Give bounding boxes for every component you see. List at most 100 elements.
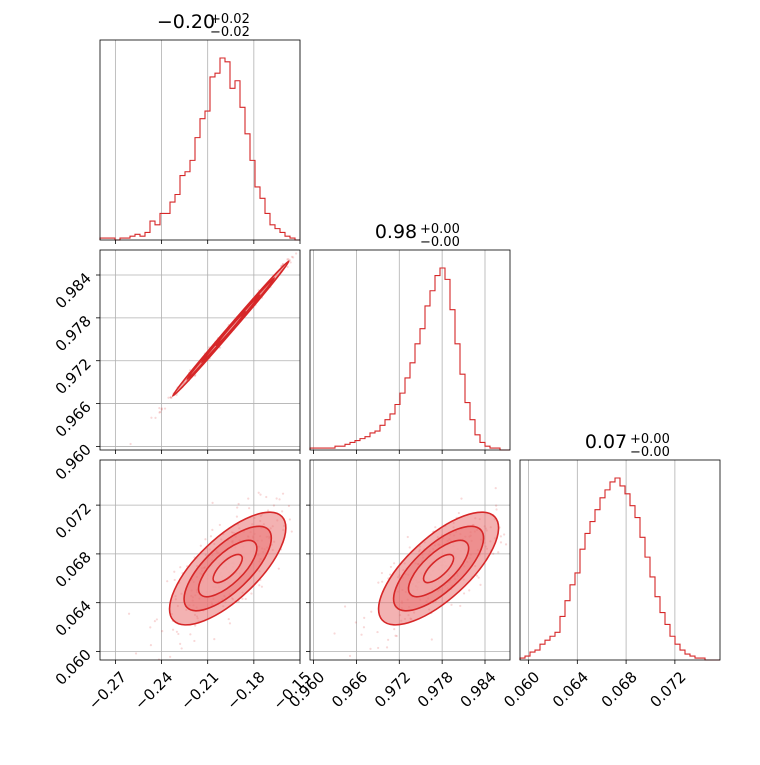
scatter-point (179, 566, 182, 569)
scatter-point (406, 535, 409, 539)
title-param-1: 0.98 (375, 221, 417, 243)
x-tick-label: −0.21 (177, 668, 222, 713)
scatter-point (191, 671, 193, 673)
scatter-point (167, 396, 170, 399)
scatter-point (499, 535, 502, 538)
title-minus-1: −0.00 (420, 235, 460, 250)
panel-frame-diag-2 (519, 459, 721, 661)
y-tick-label: 0.984 (52, 269, 95, 312)
x-tick-label: 0.966 (328, 668, 371, 711)
scatter-point (393, 628, 396, 631)
scatter-point (475, 574, 479, 577)
scatter-point (179, 642, 182, 646)
scatter-point (290, 530, 293, 533)
scatter-point (550, 473, 552, 475)
scatter-point (213, 638, 216, 641)
scatter-point (170, 396, 173, 399)
scatter-point (302, 242, 304, 244)
x-tick-label: −0.18 (223, 668, 268, 713)
scatter-point (295, 252, 298, 255)
scatter-point (194, 624, 197, 627)
x-tick-label: 0.984 (457, 668, 500, 711)
scatter-point (173, 578, 176, 582)
y-tick-label: 0.972 (52, 355, 95, 398)
scatter-point (166, 580, 169, 583)
scatter-point (503, 533, 506, 536)
scatter-point (468, 589, 471, 592)
scatter-point (460, 497, 463, 500)
y-tick-label: 0.060 (52, 646, 95, 689)
scatter-point (292, 256, 295, 259)
scatter-point (324, 223, 326, 225)
scatter-point (278, 498, 281, 501)
scatter-point (180, 647, 183, 650)
scatter-point (129, 442, 132, 446)
scatter-point (499, 541, 503, 544)
scatter-point (163, 407, 167, 410)
x-tick-label: −0.27 (85, 668, 130, 713)
scatter-point (288, 518, 291, 521)
scatter-point (189, 633, 192, 636)
scatter-point (333, 632, 336, 635)
scatter-point (266, 509, 270, 512)
scatter-point (326, 217, 328, 219)
grid-lines (528, 460, 676, 660)
scatter-point (362, 626, 366, 629)
scatter-point (354, 621, 357, 624)
title-minus-2: −0.00 (630, 445, 670, 460)
y-tick-label: 0.978 (52, 312, 95, 355)
scatter-point (387, 638, 390, 641)
panel-frame-1 (99, 459, 301, 661)
scatter-point (209, 535, 213, 538)
scatter-point (235, 515, 239, 518)
scatter-point (265, 495, 268, 499)
scatter-point (149, 644, 153, 647)
scatter-point (479, 583, 482, 586)
scatter-point (360, 633, 363, 636)
scatter-point (127, 612, 131, 615)
scatter-point (218, 523, 221, 527)
scatter-point (289, 261, 292, 264)
scatter-point (389, 565, 393, 569)
scatter-point (259, 493, 262, 496)
scatter-point (218, 346, 222, 349)
panel-frame-diag-0 (99, 39, 301, 241)
scatter-point (277, 567, 280, 570)
scatter-point (457, 511, 460, 515)
grid-lines (114, 40, 301, 240)
scatter-point (380, 571, 384, 575)
scatter-point (193, 639, 196, 643)
scatter-point (248, 507, 251, 510)
title-param-2: 0.07 (585, 431, 627, 453)
y-tick-label: 0.068 (52, 548, 95, 591)
scatter-point (158, 407, 161, 410)
histogram-param-0 (99, 57, 300, 241)
scatter-point (477, 576, 480, 579)
scatter-point (377, 581, 380, 584)
title-param-0: −0.20 (157, 11, 215, 33)
scatter-point (430, 638, 433, 641)
scatter-point (510, 510, 512, 512)
scatter-point (134, 652, 138, 655)
title-plus-1: +0.00 (420, 222, 460, 237)
y-tick-label: 0.072 (52, 499, 95, 542)
scatter-point (169, 396, 172, 399)
scatter-point (286, 258, 289, 261)
scatter-point (504, 543, 508, 546)
x-tick-label: 0.064 (549, 668, 592, 711)
scatter-point (153, 620, 157, 623)
scatter-point (515, 497, 517, 499)
scatter-point (175, 393, 178, 397)
scatter-point (204, 538, 207, 541)
scatter-point (236, 506, 239, 509)
x-tick-label: 0.060 (500, 668, 543, 711)
scatter-point (303, 244, 305, 246)
scatter-point (497, 551, 500, 554)
scatter-point (227, 617, 230, 621)
scatter-point (348, 654, 352, 658)
scatter-point (281, 492, 285, 495)
scatter-point (272, 504, 276, 507)
scatter-point (290, 255, 294, 258)
scatter-point (155, 618, 158, 621)
